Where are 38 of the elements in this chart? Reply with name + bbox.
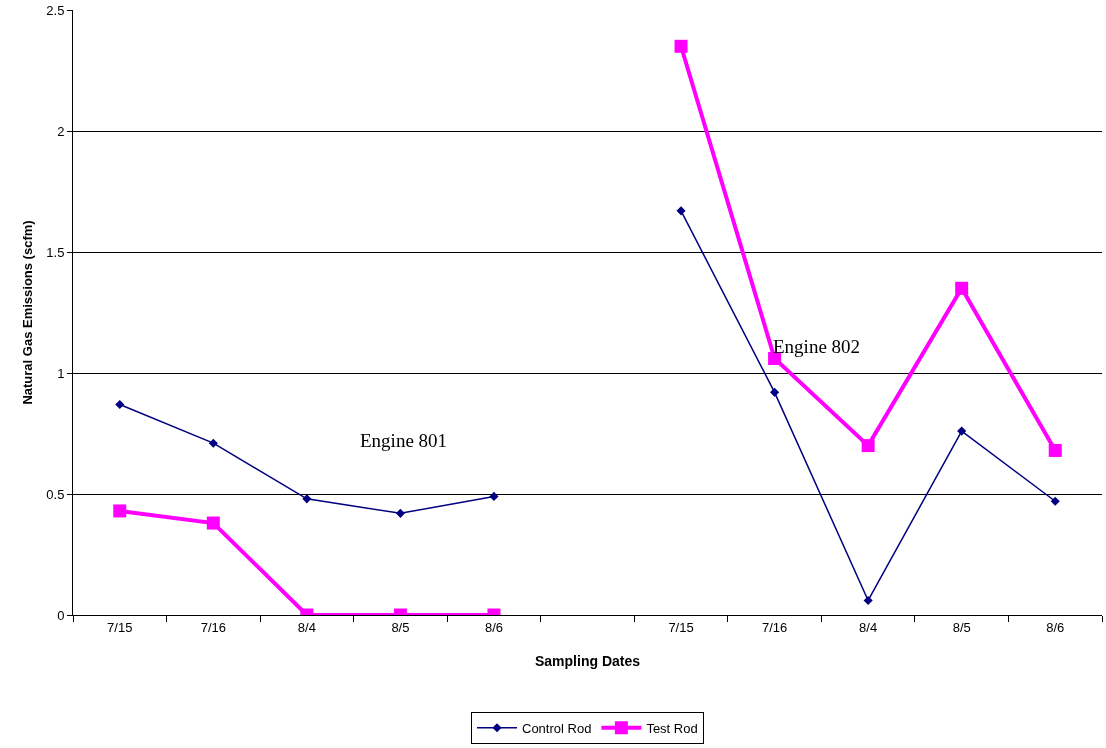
x-tick-label: 8/5 <box>391 619 410 635</box>
point <box>208 438 218 448</box>
x-tick-label: 7/16 <box>761 619 788 635</box>
point <box>395 508 405 518</box>
x-tick-label: 7/15 <box>668 619 694 635</box>
point <box>861 439 875 453</box>
point <box>1050 496 1060 506</box>
point <box>676 206 686 216</box>
y-tick-label: 1 <box>57 365 65 381</box>
point <box>302 494 312 504</box>
annotation: Engine 801 <box>360 430 448 451</box>
x-tick-label: 8/4 <box>859 619 878 635</box>
y-tick-label: 0 <box>57 607 65 623</box>
legend-label: Control Rod <box>522 720 592 736</box>
point <box>115 399 125 410</box>
y-axis-title: Natural Gas Emissions (scfm) <box>20 220 36 405</box>
legend-label: Test Rod <box>646 720 698 736</box>
point <box>957 426 967 436</box>
y-tick-label: 1.5 <box>46 244 65 260</box>
point <box>489 491 499 501</box>
x-axis-title: Sampling Dates <box>534 652 641 669</box>
point <box>955 281 969 295</box>
point <box>863 595 873 606</box>
point <box>1048 443 1062 457</box>
x-tick-label: 8/4 <box>297 619 316 635</box>
point <box>113 504 127 518</box>
point <box>770 387 780 397</box>
point <box>674 39 688 53</box>
y-tick-label: 2 <box>57 123 65 139</box>
x-tick-label: 8/5 <box>952 619 971 635</box>
x-tick-label: 7/16 <box>200 619 226 635</box>
y-tick-label: 0.5 <box>46 486 65 502</box>
point <box>206 516 220 530</box>
y-tick-label: 2.5 <box>46 2 65 18</box>
x-tick-label: 8/6 <box>484 619 503 635</box>
x-tick-label: 7/15 <box>107 619 133 635</box>
annotation: Engine 802 <box>773 336 861 357</box>
x-tick-label: 8/6 <box>1046 619 1065 635</box>
